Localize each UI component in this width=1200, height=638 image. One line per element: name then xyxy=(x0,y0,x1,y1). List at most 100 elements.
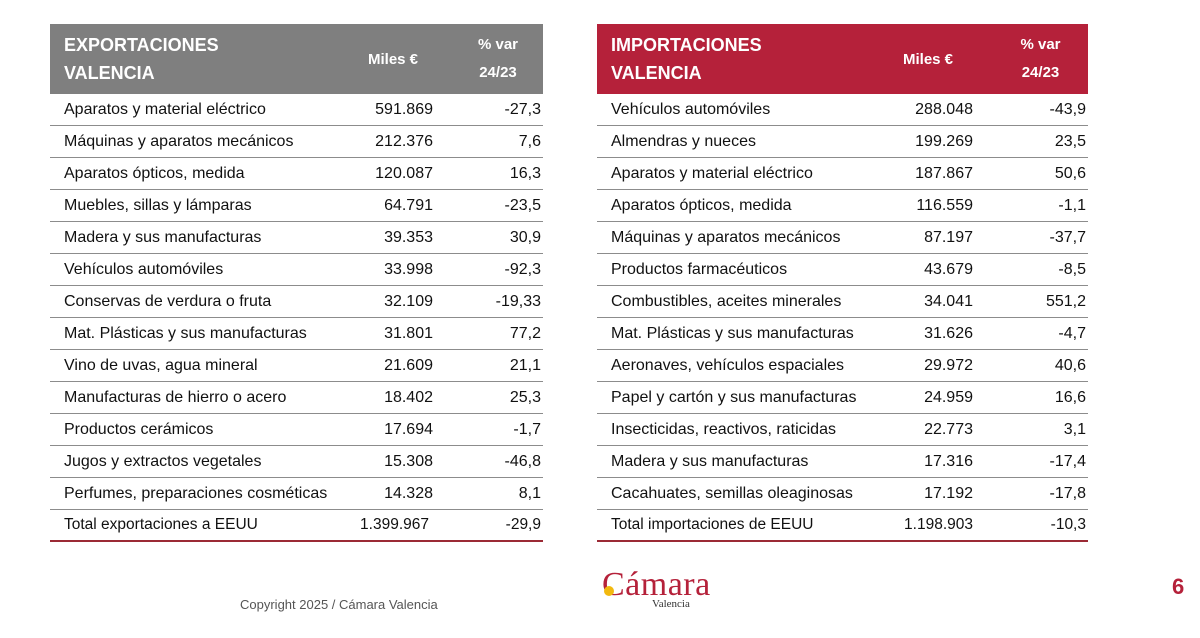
imports-header-row: IMPORTACIONES VALENCIA Miles € % var 24/… xyxy=(597,24,1088,94)
cell-var: -19,33 xyxy=(453,285,543,318)
cell-var: -27,3 xyxy=(453,94,543,126)
cell-name: Conservas de verdura o fruta xyxy=(50,285,333,318)
imports-title: IMPORTACIONES VALENCIA xyxy=(597,24,863,94)
cell-miles: 31.801 xyxy=(333,317,453,350)
imports-total-row: Total importaciones de EEUU 1.198.903 -10,… xyxy=(597,509,1088,542)
logo-subtitle: Valencia xyxy=(652,598,690,610)
cell-miles: 116.559 xyxy=(863,189,993,222)
cell-var: 25,3 xyxy=(453,381,543,414)
cell-var: -4,7 xyxy=(993,317,1088,350)
cell-name: Aparatos ópticos, medida xyxy=(50,157,333,190)
imports-body: Vehículos automóviles 288.048 -43,9 Almendr… xyxy=(597,94,1088,542)
cell-var: 50,6 xyxy=(993,157,1088,190)
cell-miles: 21.609 xyxy=(333,349,453,382)
cell-name: Muebles, sillas y lámparas xyxy=(50,189,333,222)
cell-name: Aparatos ópticos, medida xyxy=(597,189,863,222)
cell-miles: 15.308 xyxy=(333,445,453,478)
cell-miles: 120.087 xyxy=(333,157,453,190)
exports-col-var: % var 24/23 xyxy=(453,24,543,94)
cell-name: Vino de uvas, agua mineral xyxy=(50,349,333,382)
cell-miles: 17.694 xyxy=(333,413,453,446)
cell-var: -1,7 xyxy=(453,413,543,446)
imports-col-miles: Miles € xyxy=(863,24,993,94)
table-row: Muebles, sillas y lámparas 64.791 -23,5 xyxy=(50,189,543,222)
cell-miles: 29.972 xyxy=(863,349,993,382)
exports-title-line1: EXPORTACIONES xyxy=(64,35,219,55)
cell-var: -43,9 xyxy=(993,94,1088,126)
cell-name: Madera y sus manufacturas xyxy=(597,445,863,478)
total-var: -10,3 xyxy=(993,509,1088,542)
cell-name: Madera y sus manufacturas xyxy=(50,221,333,254)
cell-name: Papel y cartón y sus manufacturas xyxy=(597,381,863,414)
table-row: Madera y sus manufacturas 39.353 30,9 xyxy=(50,221,543,254)
cell-miles: 33.998 xyxy=(333,253,453,286)
table-row: Aparatos y material eléctrico 187.867 50,6 xyxy=(597,157,1088,190)
exports-title: EXPORTACIONES VALENCIA xyxy=(50,24,333,94)
cell-name: Aparatos y material eléctrico xyxy=(597,157,863,190)
cell-name: Vehículos automóviles xyxy=(597,94,863,126)
cell-var: 551,2 xyxy=(993,285,1088,318)
imports-col-var: % var 24/23 xyxy=(993,24,1088,94)
table-row: Máquinas y aparatos mecánicos 212.376 7,6 xyxy=(50,125,543,158)
cell-var: 30,9 xyxy=(453,221,543,254)
exports-title-line2: VALENCIA xyxy=(64,63,155,83)
imports-col-var-line1: % var xyxy=(1020,36,1061,53)
cell-name: Jugos y extractos vegetales xyxy=(50,445,333,478)
imports-title-line2: VALENCIA xyxy=(611,63,702,83)
table-row: Insecticidas, reactivos, raticidas 22.773… xyxy=(597,413,1088,446)
exports-header-row: EXPORTACIONES VALENCIA Miles € % var 24/… xyxy=(50,24,543,94)
cell-var: 40,6 xyxy=(993,349,1088,382)
exports-col-var-line1: % var xyxy=(477,36,519,53)
table-row: Máquinas y aparatos mecánicos 87.197 -37,7 xyxy=(597,221,1088,254)
exports-body: Aparatos y material eléctrico 591.869 -27,… xyxy=(50,94,543,542)
cell-name: Productos farmacéuticos xyxy=(597,253,863,286)
copyright-text: Copyright 2025 / Cámara Valencia xyxy=(240,597,438,612)
table-row: Productos farmacéuticos 43.679 -8,5 xyxy=(597,253,1088,286)
cell-name: Vehículos automóviles xyxy=(50,253,333,286)
cell-var: -17,8 xyxy=(993,477,1088,510)
cell-miles: 212.376 xyxy=(333,125,453,158)
cell-miles: 18.402 xyxy=(333,381,453,414)
table-row: Conservas de verdura o fruta 32.109 -19,33 xyxy=(50,285,543,318)
imports-col-var-line2: 24/23 xyxy=(1021,64,1060,81)
cell-var: -17,4 xyxy=(993,445,1088,478)
logo-dot-icon xyxy=(604,586,614,596)
cell-name: Máquinas y aparatos mecánicos xyxy=(50,125,333,158)
table-row: Productos cerámicos 17.694 -1,7 xyxy=(50,413,543,446)
exports-table: EXPORTACIONES VALENCIA Miles € % var 24/… xyxy=(50,24,543,542)
table-row: Jugos y extractos vegetales 15.308 -46,8 xyxy=(50,445,543,478)
total-name: Total exportaciones a EEUU xyxy=(50,509,333,542)
cell-name: Manufacturas de hierro o acero xyxy=(50,381,333,414)
table-row: Vehículos automóviles 288.048 -43,9 xyxy=(597,94,1088,126)
logo-word: Cámara xyxy=(602,566,711,603)
cell-var: 77,2 xyxy=(453,317,543,350)
table-row: Aparatos ópticos, medida 116.559 -1,1 xyxy=(597,189,1088,222)
cell-miles: 43.679 xyxy=(863,253,993,286)
cell-var: 23,5 xyxy=(993,125,1088,158)
imports-table: IMPORTACIONES VALENCIA Miles € % var 24/… xyxy=(597,24,1088,542)
cell-name: Almendras y nueces xyxy=(597,125,863,158)
imports-title-line1: IMPORTACIONES xyxy=(611,35,762,55)
cell-miles: 591.869 xyxy=(333,94,453,126)
cell-var: -37,7 xyxy=(993,221,1088,254)
cell-name: Productos cerámicos xyxy=(50,413,333,446)
table-row: Aeronaves, vehículos espaciales 29.972 40,… xyxy=(597,349,1088,382)
cell-var: -23,5 xyxy=(453,189,543,222)
table-row: Vehículos automóviles 33.998 -92,3 xyxy=(50,253,543,286)
cell-miles: 22.773 xyxy=(863,413,993,446)
cell-miles: 187.867 xyxy=(863,157,993,190)
cell-miles: 17.192 xyxy=(863,477,993,510)
cell-name: Máquinas y aparatos mecánicos xyxy=(597,221,863,254)
cell-miles: 87.197 xyxy=(863,221,993,254)
cell-var: -8,5 xyxy=(993,253,1088,286)
table-row: Aparatos y material eléctrico 591.869 -27,… xyxy=(50,94,543,126)
cell-var: 7,6 xyxy=(453,125,543,158)
table-row: Cacahuates, semillas oleaginosas 17.192 -1… xyxy=(597,477,1088,510)
cell-miles: 31.626 xyxy=(863,317,993,350)
cell-var: 16,6 xyxy=(993,381,1088,414)
page-number: 6 xyxy=(1172,574,1185,599)
table-row: Mat. Plásticas y sus manufacturas 31.626-… xyxy=(597,317,1088,350)
cell-name: Aparatos y material eléctrico xyxy=(50,94,333,126)
cell-name: Insecticidas, reactivos, raticidas xyxy=(597,413,863,446)
exports-total-row: Total exportaciones a EEUU 1.399.967 -29,9 xyxy=(50,509,543,542)
